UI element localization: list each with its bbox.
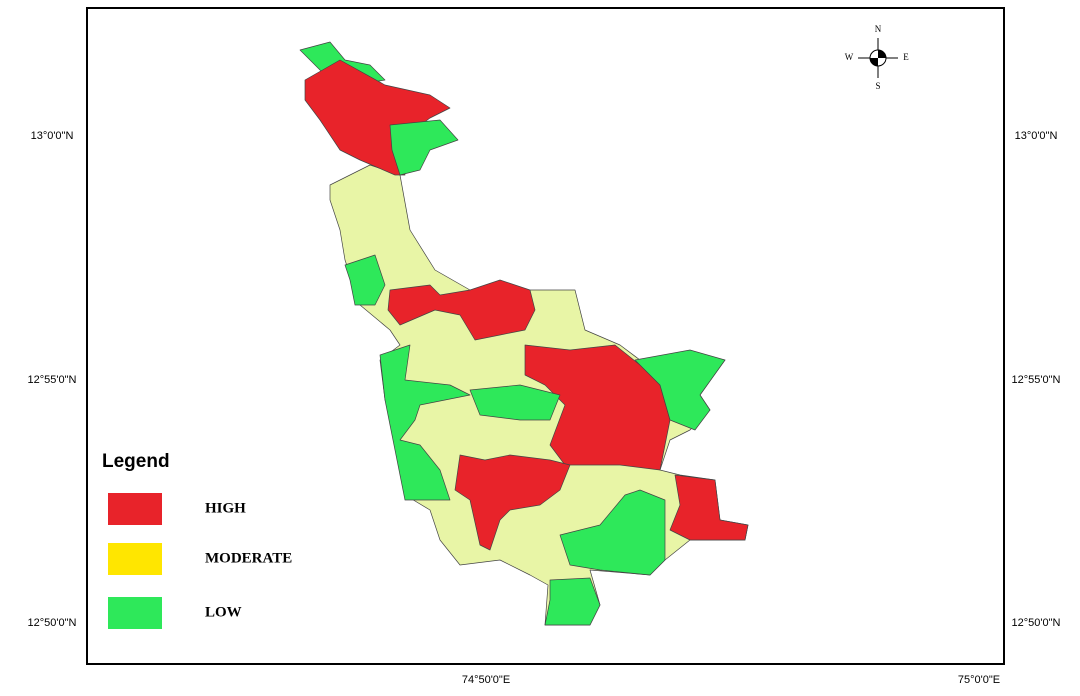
legend-swatch <box>108 597 162 629</box>
high-region <box>669 474 749 541</box>
compass-w: W <box>845 52 854 62</box>
high-region <box>454 454 571 551</box>
legend-label: MODERATE <box>205 550 292 566</box>
legend-label: LOW <box>205 604 242 620</box>
lat-label: 12°55'0"N <box>1012 374 1061 386</box>
compass-e: E <box>903 52 909 62</box>
legend: Legend HIGH MODERATE LOW <box>102 451 292 629</box>
legend-swatch <box>108 543 162 575</box>
high-region <box>524 344 671 471</box>
low-region <box>389 119 459 176</box>
lat-label: 13°0'0"N <box>1015 130 1058 142</box>
lon-label: 74°50'0"E <box>462 674 510 686</box>
low-region <box>544 577 601 626</box>
low-region <box>634 349 726 431</box>
compass-n: N <box>875 24 882 34</box>
lat-label: 13°0'0"N <box>31 130 74 142</box>
lat-label: 12°50'0"N <box>28 617 77 629</box>
high-region <box>387 279 536 341</box>
district-map <box>299 41 749 626</box>
map-frame <box>86 7 1005 665</box>
low-region <box>344 254 386 306</box>
low-region <box>379 344 471 501</box>
compass-s: S <box>875 81 880 91</box>
compass-quadrants <box>870 50 886 66</box>
legend-swatch <box>108 493 162 525</box>
legend-title: Legend <box>102 451 170 472</box>
lat-label: 12°55'0"N <box>28 374 77 386</box>
lat-label: 12°50'0"N <box>1012 617 1061 629</box>
legend-label: HIGH <box>205 500 246 516</box>
lon-label: 75°0'0"E <box>958 674 1000 686</box>
low-region <box>469 384 561 421</box>
compass: N S W E <box>845 24 910 91</box>
low-region <box>559 489 666 576</box>
